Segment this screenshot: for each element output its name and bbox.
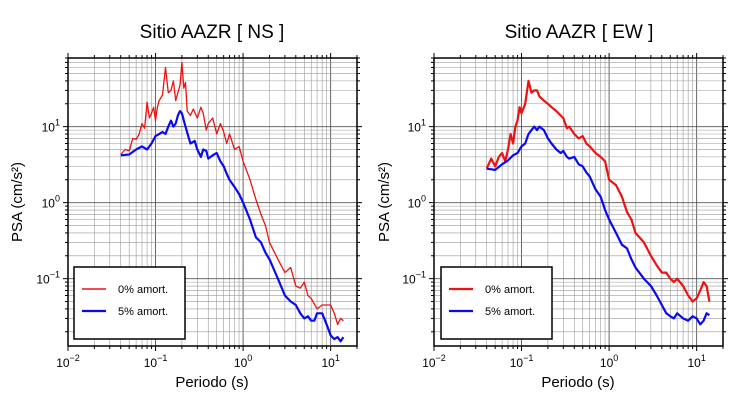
y-axis-label: PSA (cm/s²) [376,162,393,242]
chart-title: Sitio AAZR [ EW ] [505,22,654,43]
x-tick-label: 100 [234,353,252,370]
chart-panel-ew: Sitio AAZR [ EW ] 10−2 10−1 100 10110−11001… [376,22,728,391]
legend-label-0: 0% amort. [485,284,535,296]
x-tick-label: 10−2 [56,353,80,370]
x-tick-label: 10−1 [510,353,534,370]
x-tick-label: 101 [321,353,339,370]
legend-box [440,266,553,340]
chart-panel-ns: Sitio AAZR [ NS ] 10−2 10−1 100 10110−11001… [9,22,362,391]
y-tick-label: 100 [42,194,60,211]
y-tick-label: 101 [42,118,60,135]
series-layer [120,61,345,343]
plot-frame [433,57,724,347]
y-tick-label: 10−1 [402,270,426,287]
y-tick-label: 100 [408,194,426,211]
series-line-1 [120,109,345,343]
axis-ticks: 10−2 10−1 100 101 10−1 100 101 [402,53,728,370]
plot-frame [67,57,358,347]
series-layer [485,79,711,326]
y-tick-label: 101 [408,118,426,135]
x-axis-label: Periodo (s) [541,374,614,391]
x-tick-label: 10−2 [422,353,446,370]
legend-label-0: 0% amort. [118,284,168,296]
x-tick-label: 101 [687,353,705,370]
x-axis-label: Periodo (s) [175,374,248,391]
series-line-0 [485,79,711,303]
series-line-1 [486,125,711,326]
x-tick-label: 100 [600,353,618,370]
series-line-0 [120,61,344,326]
legend-label-1: 5% amort. [485,306,535,318]
y-tick-label: 10−1 [36,270,60,287]
legend-label-1: 5% amort. [118,306,168,318]
legend-box [73,266,186,340]
axis-ticks: 10−2 10−1 100 101 10−1 100 101 [36,53,362,370]
legend: 0% amort. 5% amort. [73,266,186,340]
legend: 0% amort. 5% amort. [440,266,553,340]
y-axis-label: PSA (cm/s²) [9,162,26,242]
chart-title: Sitio AAZR [ NS ] [140,22,285,43]
x-tick-label: 10−1 [144,353,168,370]
